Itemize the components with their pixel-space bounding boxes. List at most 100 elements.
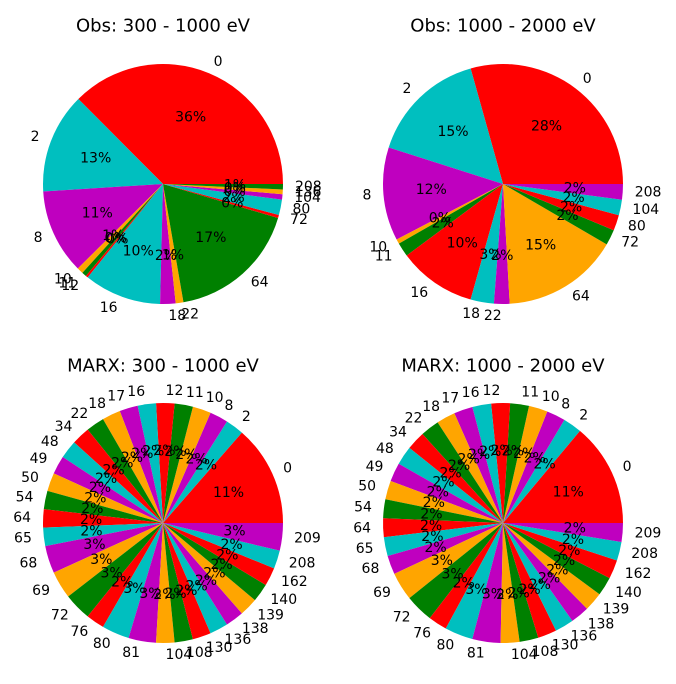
slice-percent: 2% <box>223 190 245 206</box>
slice-percent: 2% <box>562 190 584 206</box>
slice-label: 108 <box>532 644 559 660</box>
slice-label: 11 <box>186 385 204 401</box>
slice-label: 10 <box>206 390 224 406</box>
slice-label: 81 <box>467 646 485 662</box>
pie-slice-208 <box>163 184 283 190</box>
slice-label: 18 <box>462 306 480 322</box>
pie-slice-22 <box>163 184 184 304</box>
slice-label: 80 <box>292 202 310 218</box>
slice-percent: 0% <box>106 232 128 248</box>
pie-slice-2 <box>503 419 580 523</box>
slice-label: 80 <box>436 638 454 654</box>
slice-percent: 2% <box>153 443 175 459</box>
pie-slice-136 <box>503 523 573 631</box>
slice-percent: 2% <box>424 540 446 556</box>
pie-labels: 0 11% 2 2% 8 2% 10 2% 11 2% 12 2% 16 2% 17 2% 18 2% 22 2% 34… <box>13 383 321 663</box>
slice-percent: 2% <box>420 506 442 522</box>
slice-label: 50 <box>358 479 376 495</box>
pie-slice-50 <box>47 473 163 523</box>
slice-label: 208 <box>635 185 662 201</box>
slice-label: 48 <box>41 434 59 450</box>
slice-percent: 2% <box>175 583 197 599</box>
pie-slice-0 <box>78 64 283 184</box>
pie-labels: 0 28% 2 15% 8 12% 10 0% 11 2% 16 10% 18 3% 22 2% 64 15% 72… <box>363 71 662 324</box>
pie-slice-11 <box>398 184 503 256</box>
slice-percent: 2% <box>164 586 186 602</box>
slice-label: 8 <box>225 398 234 414</box>
pie-slice-12 <box>491 402 511 523</box>
slice-percent: 2% <box>479 444 501 460</box>
pie-chart-4: MARX: 1000 - 2000 eV 0 11% 2 2% 8 2% 10 2% 11 2% 12… <box>353 356 661 663</box>
slice-percent: 3% <box>431 553 453 569</box>
pie-labels: 0 36% 2 13% 8 11% 10 1% 11 0% 12 0% 16 10% 18 2% 22 1% 64 1… <box>31 54 322 324</box>
pie-slice-18 <box>160 184 176 304</box>
slice-label: 16 <box>462 385 480 401</box>
slice-label: 8 <box>34 230 43 246</box>
slice-label: 11 <box>521 384 539 400</box>
slice-label: 12 <box>61 278 79 294</box>
slice-label: 208 <box>289 555 316 571</box>
slice-label: 34 <box>389 424 407 440</box>
pie-slice-104 <box>503 184 622 216</box>
slice-label: 162 <box>281 574 308 590</box>
slice-label: 72 <box>290 212 308 228</box>
pie-slice-8 <box>503 411 565 523</box>
pie-slice-2 <box>42 98 163 192</box>
slice-label: 12 <box>166 383 184 399</box>
slice-percent: 2% <box>220 537 242 553</box>
pie-slice-10 <box>503 405 548 523</box>
pie-slice-80 <box>103 523 163 638</box>
slice-percent: 2% <box>529 577 551 593</box>
slice-label: 10 <box>369 239 387 255</box>
pie-slice-162 <box>163 523 275 585</box>
slice-percent: 10% <box>123 244 154 260</box>
pie-labels: 0 11% 2 2% 8 2% 10 2% 11 2% 12 2% 16 2% 17 2% 18 2% 22 2% 34… <box>353 383 661 663</box>
slice-label: 64 <box>251 275 269 291</box>
slice-label: 11 <box>58 275 76 291</box>
chart-title: MARX: 300 - 1000 eV <box>67 356 259 377</box>
slice-percent: 2% <box>564 181 586 197</box>
pie-chart-1: Obs: 300 - 1000 eV 0 36% 2 13% 8 11% 10 1% 11 0% 12… <box>31 16 322 324</box>
pie-slice-130 <box>503 523 556 638</box>
slice-percent: 3% <box>482 586 504 602</box>
slice-label: 72 <box>393 609 411 625</box>
slice-label: 2 <box>402 81 411 97</box>
pie-slice-0 <box>470 63 623 185</box>
slice-label: 17 <box>107 389 125 405</box>
slice-percent: 0% <box>429 211 451 227</box>
pie-slice-8 <box>382 147 503 240</box>
chart-title: MARX: 1000 - 2000 eV <box>401 356 605 377</box>
slice-percent: 2% <box>524 450 546 466</box>
slice-percent: 17% <box>195 230 226 246</box>
slice-label: 2 <box>242 409 251 425</box>
pie-slice-65 <box>383 523 503 556</box>
pie-slice-136 <box>163 184 283 195</box>
slice-percent: 3% <box>223 523 245 539</box>
pie-slice-136 <box>163 523 227 634</box>
slice-percent: 11% <box>82 205 113 221</box>
pie-slice-68 <box>387 523 503 574</box>
slice-label: 69 <box>373 585 391 601</box>
slice-percent: 2% <box>175 447 197 463</box>
slice-label: 2 <box>579 407 588 423</box>
pie-slice-50 <box>385 480 503 523</box>
slice-label: 81 <box>122 645 140 661</box>
pie-slice-81 <box>472 523 503 643</box>
slice-percent: 2% <box>421 529 443 545</box>
slice-label: 0 <box>583 71 592 87</box>
slice-percent: 2% <box>453 575 475 591</box>
slice-percent: 2% <box>560 199 582 215</box>
pie-slice-208 <box>503 523 622 561</box>
pie-slice-108 <box>503 523 539 642</box>
slice-percent: 2% <box>558 543 580 559</box>
slice-label: 22 <box>484 308 502 324</box>
slice-label: 72 <box>621 235 639 251</box>
pie-slice-11 <box>163 403 193 523</box>
pie-slice-0 <box>503 430 623 523</box>
slice-label: 80 <box>93 636 111 652</box>
slice-percent: 2% <box>420 518 442 534</box>
slice-percent: 36% <box>175 110 206 126</box>
slice-percent: 2% <box>210 557 232 573</box>
pie-slice-209 <box>163 523 283 551</box>
